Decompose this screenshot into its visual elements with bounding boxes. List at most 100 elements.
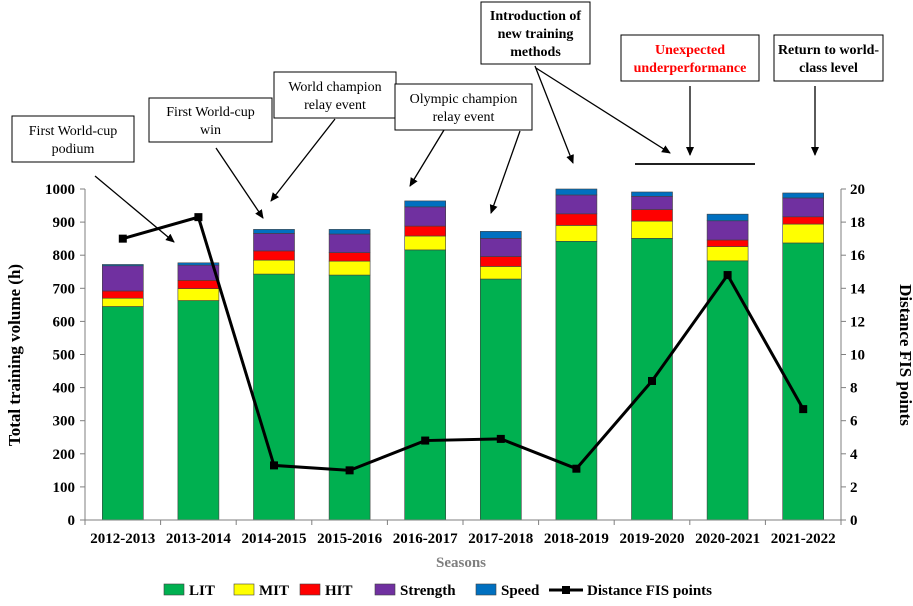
annotation-box xyxy=(11,115,135,163)
bar-speed-2020-2021 xyxy=(706,213,749,222)
bar-lit-2014-2015 xyxy=(253,273,295,521)
annotation-text: relay event xyxy=(304,98,366,113)
x-tick-label: 2019-2020 xyxy=(620,531,685,547)
bar-hit-2020-2021 xyxy=(706,239,749,247)
annotation-text: Olympic champion xyxy=(410,92,518,107)
y-tick-label: 200 xyxy=(53,447,76,463)
bar-hit-2019-2020 xyxy=(631,209,673,222)
annotation-a5: Introduction of new training methods xyxy=(480,1,591,65)
fis-point-2013-2014 xyxy=(194,213,203,222)
stacked-bars xyxy=(102,188,825,521)
annotation-arrow xyxy=(215,147,264,219)
y2-tick-label: 0 xyxy=(850,513,858,529)
bar-mit-2019-2020 xyxy=(631,220,673,239)
bar-hit-2017-2018 xyxy=(479,256,522,267)
y2-tick-label: 10 xyxy=(850,348,865,364)
annotation-text: Introduction of xyxy=(490,9,581,24)
y-tick-label: 500 xyxy=(53,348,76,364)
bar-strength-2015-2016 xyxy=(328,233,371,253)
annotation-a6: Unexpected underperformance xyxy=(620,34,760,82)
bar-mit-2016-2017 xyxy=(404,235,447,251)
y-tick-label: 700 xyxy=(53,281,76,297)
annotation-box xyxy=(480,1,591,65)
fis-point-2019-2020 xyxy=(648,376,656,385)
y-tick-label: 900 xyxy=(53,215,76,231)
y-tick-label: 300 xyxy=(53,414,76,430)
y2-tick-label: 20 xyxy=(850,182,865,198)
x-tick-label: 2020-2021 xyxy=(695,531,760,547)
bar-mit-2014-2015 xyxy=(253,259,295,275)
bar-speed-2016-2017 xyxy=(404,200,447,208)
legend-swatch-mit xyxy=(233,583,255,596)
y-axis-label: Total training volume (h) xyxy=(5,264,24,446)
bar-mit-2013-2014 xyxy=(177,288,220,301)
x-tick-label: 2015-2016 xyxy=(317,531,382,547)
annotation-a2: First World-cup win xyxy=(148,97,273,143)
bar-strength-2014-2015 xyxy=(253,233,295,252)
y-tick-label: 400 xyxy=(53,381,76,397)
bar-speed-2014-2015 xyxy=(253,229,295,234)
annotation-a1: First World-cup podium xyxy=(11,115,135,163)
y-tick-label: 100 xyxy=(53,480,76,496)
bar-mit-2020-2021 xyxy=(706,246,749,262)
x-tick-label: 2021-2022 xyxy=(771,531,836,547)
annotation-text: class level xyxy=(799,61,858,76)
annotation-arrow xyxy=(270,118,336,202)
bar-hit-2012-2013 xyxy=(102,290,144,299)
fis-point-2015-2016 xyxy=(345,466,354,475)
bar-lit-2013-2014 xyxy=(177,300,220,521)
bar-speed-2013-2014 xyxy=(177,262,220,266)
annotation-text: podium xyxy=(52,142,95,157)
annotation-text: new training xyxy=(498,27,574,42)
bar-strength-2018-2019 xyxy=(555,194,598,215)
legend-label-speed: Speed xyxy=(501,583,540,599)
bar-hit-2016-2017 xyxy=(404,225,447,237)
annotation-text: relay event xyxy=(433,110,495,125)
bar-hit-2013-2014 xyxy=(177,280,220,289)
bar-hit-2021-2022 xyxy=(782,216,825,225)
bar-strength-2017-2018 xyxy=(479,238,522,257)
legend: LIT MIT HIT Strength Speed Distance FIS point… xyxy=(163,583,712,599)
annotation-text: win xyxy=(200,123,221,138)
annotation-text: underperformance xyxy=(634,61,747,76)
bar-lit-2017-2018 xyxy=(479,278,522,521)
fis-point-2012-2013 xyxy=(118,234,127,243)
bar-mit-2012-2013 xyxy=(102,297,144,307)
y-tick-label: 1000 xyxy=(45,182,75,198)
annotation-a7: Return to world-class level xyxy=(773,34,884,82)
y2-tick-label: 12 xyxy=(850,314,865,330)
bar-mit-2015-2016 xyxy=(328,260,371,276)
y2-tick-label: 4 xyxy=(850,447,858,463)
fis-line xyxy=(118,213,808,475)
bar-speed-2019-2020 xyxy=(631,191,673,197)
x-tick-label: 2014-2015 xyxy=(242,531,307,547)
bar-strength-2019-2020 xyxy=(631,195,673,210)
bar-speed-2021-2022 xyxy=(782,192,825,199)
annotation-text: Return to world- xyxy=(778,43,879,58)
legend-swatch-hit xyxy=(299,583,321,596)
fis-point-2021-2022 xyxy=(799,405,808,414)
x-tick-label: 2012-2013 xyxy=(90,531,155,547)
x-tick-label: 2018-2019 xyxy=(544,531,609,547)
bar-lit-2016-2017 xyxy=(404,249,447,521)
bar-speed-2012-2013 xyxy=(102,264,144,267)
bar-mit-2017-2018 xyxy=(479,266,522,280)
annotation-arrows xyxy=(94,65,819,243)
bar-strength-2021-2022 xyxy=(782,197,825,218)
annotation-text: Unexpected xyxy=(655,43,725,58)
fis-point-2014-2015 xyxy=(270,461,278,470)
annotation-box xyxy=(773,34,884,82)
annotations: First World-cup podium First World-cup win W… xyxy=(11,1,884,243)
legend-label-fis: Distance FIS points xyxy=(587,583,712,599)
axes: 0 100 200 300 400 500 600 700 800 900 1000 0 2 4 6 8 10 1… xyxy=(45,182,866,547)
x-tick-label: 2017-2018 xyxy=(468,531,533,547)
y2-tick-label: 2 xyxy=(850,480,858,496)
y2-tick-label: 8 xyxy=(850,381,858,397)
y-tick-label: 600 xyxy=(53,314,76,330)
annotation-arrow xyxy=(94,175,175,243)
bar-lit-2012-2013 xyxy=(102,306,144,521)
y-tick-label: 800 xyxy=(53,248,76,264)
bar-speed-2017-2018 xyxy=(479,231,522,239)
y2-axis-label: Distance FIS points xyxy=(896,284,913,426)
